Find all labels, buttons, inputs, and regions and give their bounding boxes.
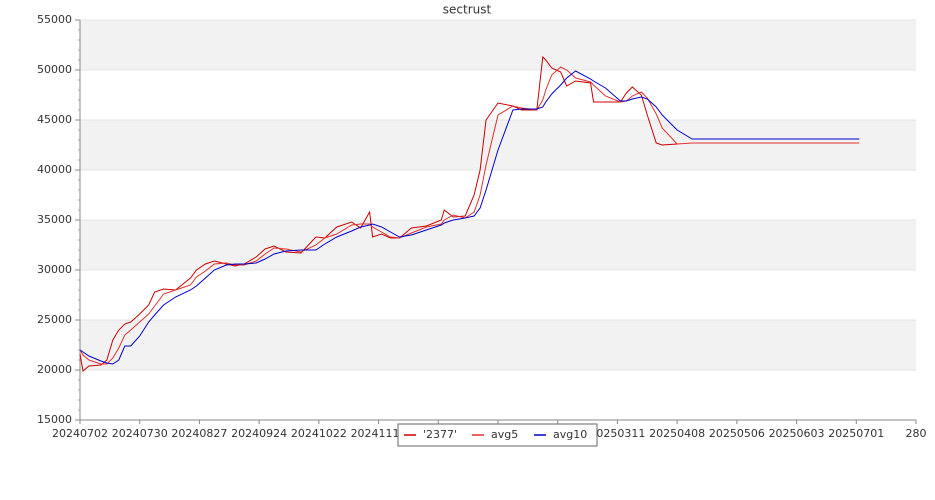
x-tick-label: 20250311 — [589, 427, 645, 440]
y-tick-label: 55000 — [37, 13, 72, 26]
y-tick-label: 50000 — [37, 63, 72, 76]
y-tick-label: 45000 — [37, 113, 72, 126]
legend-label: avg5 — [491, 428, 518, 441]
x-tick-label: 20240702 — [52, 427, 108, 440]
x-tick-label: 20250506 — [709, 427, 765, 440]
grid-band — [80, 220, 916, 270]
grid-band — [80, 20, 916, 70]
x-tick-label: 20250603 — [769, 427, 825, 440]
legend: '2377' avg5 avg10 — [397, 423, 598, 447]
grid-band — [80, 320, 916, 370]
y-tick-label: 40000 — [37, 163, 72, 176]
series-line — [79, 55, 678, 372]
y-tick-label: 20000 — [37, 363, 72, 376]
chart-title: sectrust — [443, 3, 492, 17]
grid-band — [80, 120, 916, 170]
x-tick-label: 20241022 — [291, 427, 347, 440]
y-tick-label: 30000 — [37, 263, 72, 276]
x-tick-label: 20240730 — [112, 427, 168, 440]
x-tick-label: 20250701 — [828, 427, 884, 440]
y-tick-label: 25000 — [37, 313, 72, 326]
y-tick-label: 15000 — [37, 413, 72, 426]
x-tick-label: 20250408 — [649, 427, 705, 440]
y-tick-label: 35000 — [37, 213, 72, 226]
x-tick-label: 20240924 — [231, 427, 287, 440]
legend-label: avg10 — [553, 428, 587, 441]
series-line — [79, 66, 860, 365]
x-tick-label: 280 — [906, 427, 927, 440]
legend-label: '2377' — [423, 428, 457, 441]
x-tick-label: 20240827 — [171, 427, 227, 440]
series-line — [79, 70, 860, 365]
legend-box — [397, 423, 598, 447]
x-tick-label: 20241119 — [351, 427, 407, 440]
